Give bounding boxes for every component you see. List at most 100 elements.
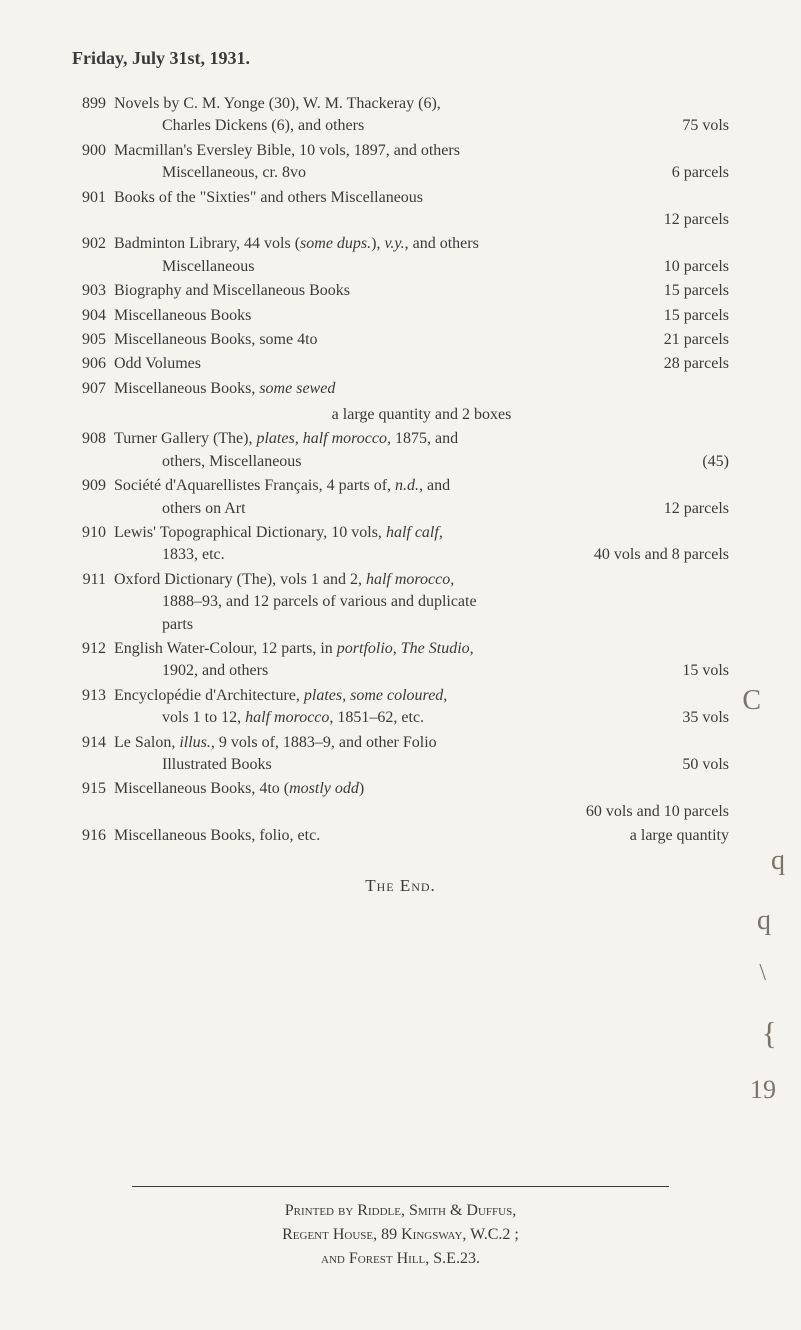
catalog-entry: 906 28 parcels Odd Volumes [72,353,729,375]
entry-right-value: 60 vols and 10 parcels [566,801,729,823]
catalog-entry: 907Miscellaneous Books, some sewed a larg… [72,378,729,427]
entry-line: Novels by C. M. Yonge (30), W. M. Thacke… [114,93,729,115]
entry-text: Société d'Aquarellistes Français, 4 part… [114,477,450,494]
entry-text: Lewis' Topographical Dictionary, 10 vols… [114,524,443,541]
entry-number: 904 [72,305,114,327]
entry-line: 50 volsIllustrated Books [114,754,729,776]
entry-line: 28 parcels Odd Volumes [114,353,729,375]
entry-number: 901 [72,187,114,232]
entry-line: 21 parcelsMiscellaneous Books, some 4to [114,329,729,351]
entry-text: Books of the "Sixties" and others Miscel… [114,189,423,206]
entry-right-value: 15 vols [662,660,729,682]
entry-body: Turner Gallery (The), plates, half moroc… [114,428,729,473]
entry-line: English Water-Colour, 12 parts, in portf… [114,638,729,660]
entry-number: 907 [72,378,114,427]
entry-body: Encyclopédie d'Architecture, plates, som… [114,685,729,730]
entry-line: 15 parcels Miscellaneous Books [114,305,729,327]
entry-right-value: 12 parcels [644,498,729,520]
catalog-entry: 90315 parcelsBiography and Miscellaneous… [72,280,729,302]
entry-number: 902 [72,233,114,278]
entry-line: 40 vols and 8 parcels1833, etc. [114,544,729,566]
marginalia-letter: C [742,685,761,717]
catalog-entry: 912English Water-Colour, 12 parts, in po… [72,638,729,683]
marginalia-letter: q [757,905,771,937]
entry-number: 906 [72,353,114,375]
entry-line: 15 parcels Biography and Miscellaneous Bo… [114,280,729,302]
entry-line: Miscellaneous Books, some sewed [114,378,729,400]
entry-right-value: a large quantity [610,825,729,847]
catalog-entry: 916a large quantityMiscellaneous Books, … [72,825,729,847]
entry-text: Charles Dickens (6), and others [162,117,364,134]
entry-line: Oxford Dictionary (The), vols 1 and 2, h… [114,569,729,591]
entry-right-value: 12 parcels [644,209,729,231]
end-label: The End. [72,876,729,896]
marginalia-mark: \ [759,960,766,987]
entry-text: Badminton Library, 44 vols (some dups.),… [114,235,479,252]
entry-line: 75 vols Charles Dickens (6), and others [114,115,729,137]
footer-rule [132,1186,669,1187]
entry-text: 1833, etc. [162,546,225,563]
entry-body: English Water-Colour, 12 parts, in portf… [114,638,729,683]
entry-body: 28 parcels Odd Volumes [114,353,729,375]
entry-right-value: 15 parcels [644,305,729,327]
entry-text: Miscellaneous Books, some sewed [114,380,335,397]
entry-body: Oxford Dictionary (The), vols 1 and 2, h… [114,569,729,636]
entry-text: Oxford Dictionary (The), vols 1 and 2, h… [114,571,454,588]
entry-line: Macmillan's Eversley Bible, 10 vols, 189… [114,140,729,162]
entry-number: 914 [72,732,114,777]
entry-line: parts [114,614,729,636]
catalog-entry: 913Encyclopédie d'Architecture, plates, … [72,685,729,730]
entry-text: others on Art [162,500,246,517]
entry-text: a large quantity and 2 boxes [332,406,512,423]
entry-text: 1902, and others [162,662,268,679]
entry-text: Miscellaneous Books, 4to (mostly odd) [114,780,364,797]
entry-body: Macmillan's Eversley Bible, 10 vols, 189… [114,140,729,185]
entry-number: 912 [72,638,114,683]
entry-text: vols 1 to 12, half morocco, 1851–62, etc… [162,709,424,726]
entry-number: 905 [72,329,114,351]
catalog-entry: 900Macmillan's Eversley Bible, 10 vols, … [72,140,729,185]
entry-line: 35 volsvols 1 to 12, half morocco, 1851–… [114,707,729,729]
catalog-entry: 901Books of the "Sixties" and others Mis… [72,187,729,232]
entry-body: 15 parcels Biography and Miscellaneous Bo… [114,280,729,302]
marginalia-letter: q [771,845,785,877]
entry-number: 911 [72,569,114,636]
entry-right-value: 15 parcels [644,280,729,302]
catalog-entry: 899Novels by C. M. Yonge (30), W. M. Tha… [72,93,729,138]
entry-body: Books of the "Sixties" and others Miscel… [114,187,729,232]
entry-right-value: 75 vols [662,115,729,137]
entry-body: Badminton Library, 44 vols (some dups.),… [114,233,729,278]
entry-text: Miscellaneous Books, some 4to [114,331,318,348]
footer-line: and Forest Hill, S.E.23. [72,1247,729,1271]
catalog-entry: 911Oxford Dictionary (The), vols 1 and 2… [72,569,729,636]
entry-text: Miscellaneous Books [114,307,251,324]
catalog-entry: 904 15 parcels Miscellaneous Books [72,305,729,327]
entry-text: parts [162,616,193,633]
entry-body: 21 parcelsMiscellaneous Books, some 4to [114,329,729,351]
entry-text: Miscellaneous [162,258,254,275]
entry-body: a large quantityMiscellaneous Books, fol… [114,825,729,847]
entry-body: 15 parcels Miscellaneous Books [114,305,729,327]
entry-line: a large quantity and 2 boxes [114,404,729,426]
catalog-entry: 908Turner Gallery (The), plates, half mo… [72,428,729,473]
entry-right-value: 28 parcels [644,353,729,375]
entry-line: Le Salon, illus., 9 vols of, 1883–9, and… [114,732,729,754]
entry-line: 1888–93, and 12 parcels of various and d… [114,591,729,613]
catalog-entries: 899Novels by C. M. Yonge (30), W. M. Tha… [72,93,729,848]
entry-text: Novels by C. M. Yonge (30), W. M. Thacke… [114,95,441,112]
entry-text: Macmillan's Eversley Bible, 10 vols, 189… [114,142,460,159]
entry-text: Le Salon, illus., 9 vols of, 1883–9, and… [114,734,437,751]
entry-body: Miscellaneous Books, 4to (mostly odd) 60 … [114,778,729,823]
catalog-entry: 902Badminton Library, 44 vols (some dups… [72,233,729,278]
entry-number: 908 [72,428,114,473]
entry-line: 6 parcelsMiscellaneous, cr. 8vo [114,162,729,184]
entry-line: a large quantityMiscellaneous Books, fol… [114,825,729,847]
entry-text: Odd Volumes [114,355,201,372]
entry-number: 915 [72,778,114,823]
footer-line: Regent House, 89 Kingsway, W.C.2 ; [72,1223,729,1247]
entry-text: others, Miscellaneous [162,453,302,470]
catalog-entry: 910Lewis' Topographical Dictionary, 10 v… [72,522,729,567]
entry-body: Miscellaneous Books, some sewed a large q… [114,378,729,427]
entry-line: 10 parcelsMiscellaneous [114,256,729,278]
entry-text: Biography and Miscellaneous Books [114,282,350,299]
